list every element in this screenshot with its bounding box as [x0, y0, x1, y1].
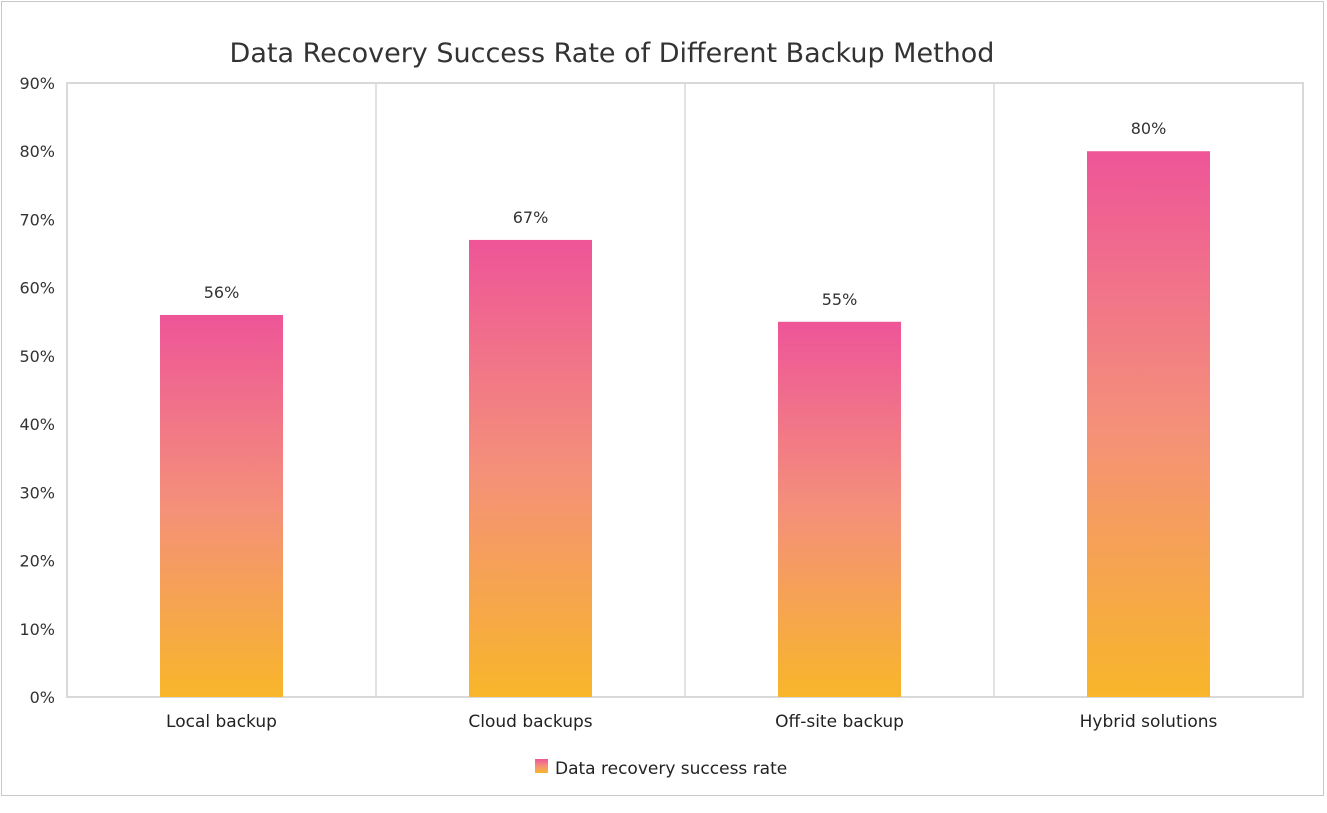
y-tick-label: 80%	[19, 142, 55, 161]
chart-title: Data Recovery Success Rate of Different …	[230, 38, 995, 69]
y-tick-label: 70%	[19, 210, 55, 229]
x-tick-label: Hybrid solutions	[1080, 712, 1218, 732]
y-tick-label: 10%	[19, 620, 55, 639]
y-tick-label: 20%	[19, 552, 55, 571]
data-label: 56%	[204, 283, 240, 302]
x-tick-label: Off-site backup	[775, 712, 904, 732]
y-tick-label: 30%	[19, 483, 55, 502]
x-tick-label: Cloud backups	[468, 712, 592, 732]
bar	[778, 321, 901, 697]
data-label: 80%	[1131, 119, 1167, 138]
y-tick-label: 60%	[19, 279, 55, 298]
legend-swatch	[535, 759, 548, 773]
data-label: 55%	[822, 290, 858, 309]
chart-frame	[1, 1, 1324, 796]
y-tick-label: 90%	[19, 74, 55, 93]
bar	[160, 314, 283, 697]
y-tick-label: 40%	[19, 415, 55, 434]
y-tick-label: 50%	[19, 347, 55, 366]
y-tick-label: 0%	[30, 688, 55, 707]
x-tick-label: Local backup	[166, 712, 277, 732]
legend: Data recovery success rate	[535, 759, 787, 779]
bar	[1087, 151, 1210, 697]
bar	[469, 239, 592, 697]
data-label: 67%	[513, 208, 549, 227]
legend-label: Data recovery success rate	[555, 759, 787, 779]
